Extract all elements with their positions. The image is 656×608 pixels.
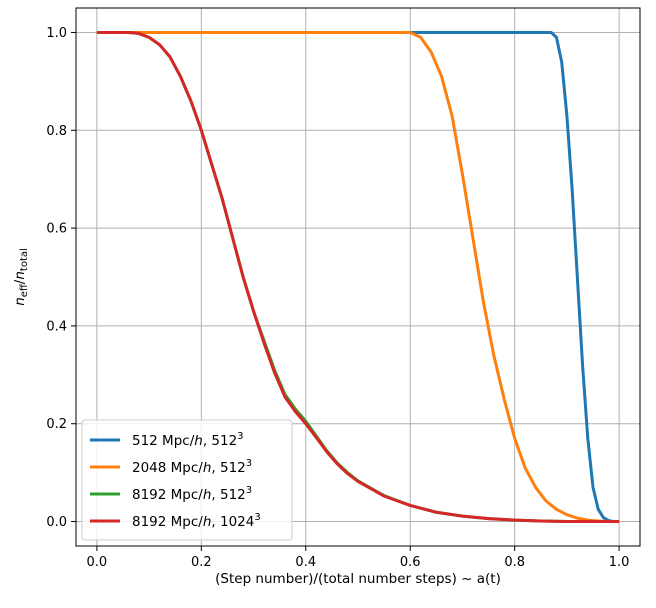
y-label-sub2: total [19, 248, 30, 271]
y-label-sub1: eff [19, 283, 30, 297]
x-axis-label: (Step number)/(total number steps) ~ a(t… [215, 571, 501, 587]
x-tick-label: 0.6 [400, 555, 421, 570]
y-tick-label: 0.8 [46, 124, 67, 139]
y-label-n2: n [12, 271, 28, 280]
y-label-slash: / [12, 279, 28, 284]
y-tick-label: 0.6 [46, 222, 67, 237]
legend-label-3: 8192 Mpc/h, 5123 [132, 485, 252, 503]
plot-frame [75, 7, 641, 547]
y-tick-label: 0.2 [46, 417, 67, 432]
y-tick-label: 0.0 [46, 515, 67, 530]
series-line-2 [96, 30, 620, 524]
x-tick-label: 0.0 [87, 555, 108, 570]
y-axis-label: neff/ntotal [12, 248, 30, 306]
legend-label-1: 512 Mpc/h, 5123 [132, 431, 244, 449]
x-tick-label: 1.0 [609, 555, 630, 570]
y-tick-label: 0.4 [46, 319, 67, 334]
legend-box [81, 419, 293, 541]
series-line-4 [96, 30, 620, 524]
y-tick-label: 1.0 [46, 26, 67, 41]
x-tick-label: 0.4 [295, 555, 316, 570]
legend: 512 Mpc/h, 5123 2048 Mpc/h, 5123 8192 Mpc/… [81, 419, 293, 541]
x-tick-label: 0.8 [504, 555, 525, 570]
series-line-1 [96, 30, 620, 524]
series-lines [96, 30, 620, 524]
legend-label-4: 8192 Mpc/h, 10243 [132, 512, 261, 530]
axis-ticks: 0.0 0.2 0.4 0.6 0.8 1.0 0.0 0.2 0.4 0.6 0.8 1.0 [46, 26, 629, 570]
y-label-n1: n [12, 297, 28, 306]
x-tick-label: 0.2 [191, 555, 212, 570]
legend-label-2: 2048 Mpc/h, 5123 [132, 458, 252, 476]
